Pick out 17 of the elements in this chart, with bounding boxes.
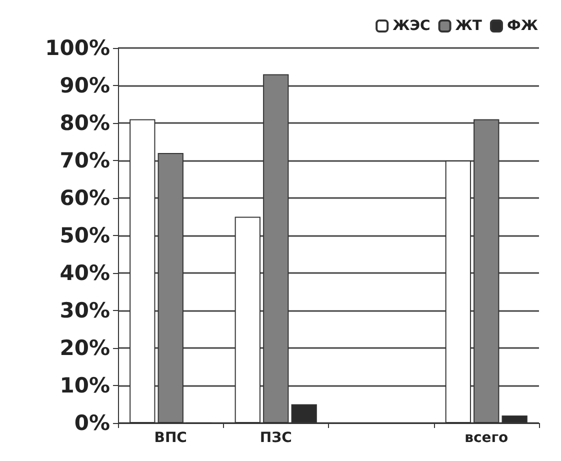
y-tick-label: 80% [60,111,110,135]
x-tick-label: ВПС [154,430,187,446]
y-tick-label: 0% [74,411,110,435]
legend-label: ЖТ [455,18,482,34]
y-tick-label: 20% [60,336,110,360]
y-tick-label: 10% [60,374,110,398]
y-tick-label: 50% [60,224,110,248]
legend-label: ЖЭС [392,18,430,34]
y-tick-label: 40% [60,261,110,285]
x-tick-label: ПЗС [260,430,292,446]
y-tick-label: 90% [60,74,110,98]
x-tick-label: всего [464,430,509,446]
y-tick-label: 30% [60,298,110,322]
y-tick-label: 60% [60,186,110,210]
y-tick-label: 100% [45,36,110,60]
legend-label: ФЖ [506,18,538,34]
y-tick-label: 70% [60,148,110,172]
